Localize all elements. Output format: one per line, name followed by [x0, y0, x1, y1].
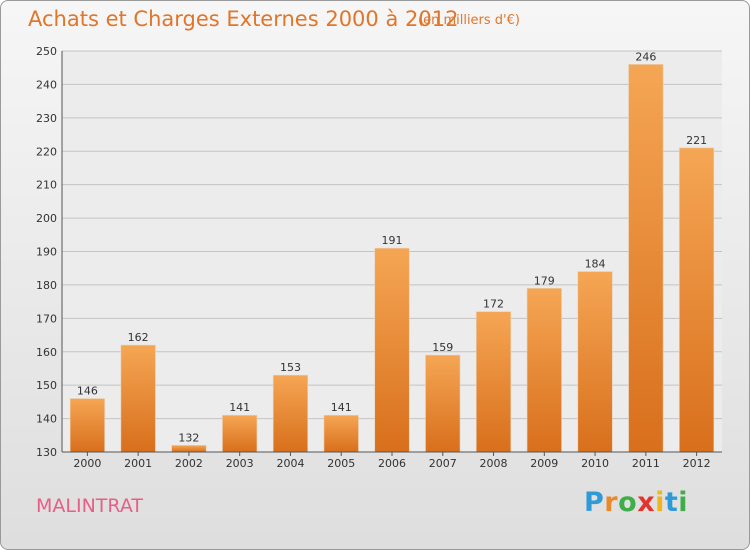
y-tick-label: 230	[36, 112, 57, 125]
data-label: 159	[432, 341, 453, 354]
data-label: 162	[128, 331, 149, 344]
data-label: 153	[280, 361, 301, 374]
bar-2006	[374, 247, 410, 453]
logo-letter: t	[664, 487, 679, 518]
x-tick-label: 2003	[226, 457, 254, 470]
data-label: 191	[382, 234, 403, 247]
data-label: 141	[229, 401, 250, 414]
bar-2012	[679, 147, 715, 453]
logo-letter: i	[655, 487, 665, 518]
data-label: 141	[331, 401, 352, 414]
y-tick-label: 150	[36, 379, 57, 392]
x-tick-label: 2005	[327, 457, 355, 470]
logo-letter: i	[678, 487, 689, 518]
logo-letter: P	[584, 487, 605, 518]
data-label: 221	[686, 134, 707, 147]
x-tick-label: 2008	[480, 457, 508, 470]
x-tick-label: 2004	[276, 457, 304, 470]
x-tick-label: 2009	[530, 457, 558, 470]
x-tick-label: 2000	[73, 457, 101, 470]
x-tick-label: 2007	[429, 457, 457, 470]
y-tick-label: 130	[36, 446, 57, 459]
y-tick-label: 160	[36, 346, 57, 359]
chart-unit: (en milliers d'€)	[418, 13, 520, 28]
logo-letter: o	[618, 487, 638, 518]
data-label: 184	[585, 258, 606, 271]
bar-2008	[475, 311, 512, 453]
y-tick-label: 180	[36, 279, 57, 292]
bar-2001	[120, 344, 156, 453]
y-tick-label: 240	[36, 78, 57, 91]
y-tick-label: 170	[36, 312, 57, 325]
x-tick-label: 2006	[378, 457, 406, 470]
bar-2003	[222, 414, 258, 453]
chart-title: Achats et Charges Externes 2000 à 2012	[28, 7, 459, 31]
data-label: 132	[178, 431, 199, 444]
bar-2002	[171, 445, 207, 453]
data-label: 172	[483, 298, 504, 311]
x-tick-label: 2011	[632, 457, 660, 470]
y-tick-label: 220	[36, 145, 57, 158]
data-label: 146	[77, 385, 98, 398]
y-tick-label: 250	[36, 45, 57, 58]
data-label: 246	[635, 50, 656, 63]
bar-chart: 130 140 150 160 170 180 190 200 210 220 230 240 250 1…	[36, 45, 722, 470]
y-tick-label: 200	[36, 212, 57, 225]
data-label: 179	[534, 274, 555, 287]
bar-2000	[69, 398, 105, 453]
y-tick-label: 190	[36, 246, 57, 259]
bar-2007	[425, 354, 461, 453]
x-tick-label: 2001	[124, 457, 152, 470]
proxiti-logo: Proxiti	[584, 487, 688, 518]
bar-2009	[526, 287, 562, 453]
x-tick-label: 2012	[683, 457, 711, 470]
x-tick-label: 2010	[581, 457, 609, 470]
logo-letter: r	[604, 487, 619, 518]
x-tick-label: 2002	[175, 457, 203, 470]
y-tick-label: 210	[36, 179, 57, 192]
bar-2010	[577, 271, 613, 453]
bar-2004	[272, 374, 309, 453]
commune-name: MALINTRAT	[36, 495, 143, 517]
logo-letter: x	[637, 487, 656, 518]
y-tick-label: 140	[36, 413, 57, 426]
bar-2005	[323, 414, 359, 453]
bar-2011	[628, 64, 664, 453]
